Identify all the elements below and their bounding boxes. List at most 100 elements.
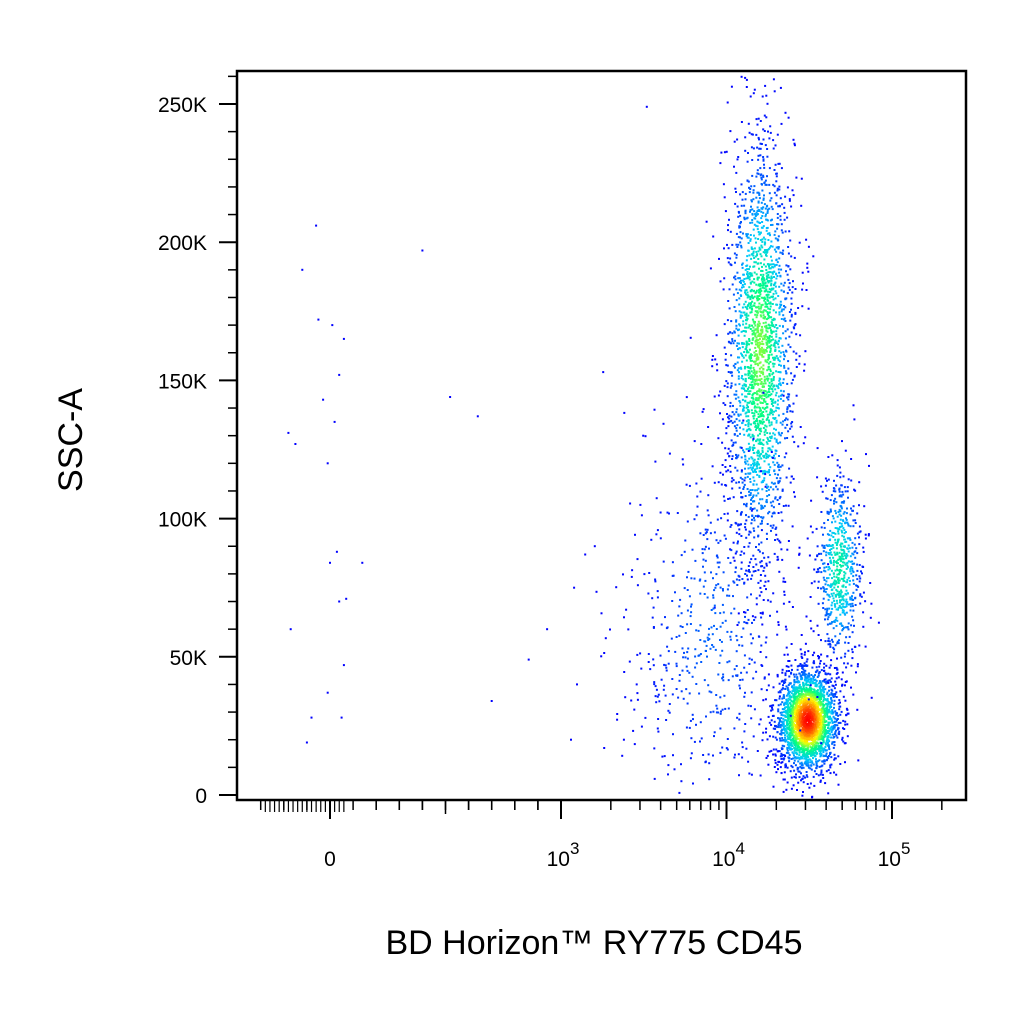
event-dot [755,336,758,339]
event-dot [802,707,805,710]
event-dot [787,707,790,709]
event-dot [812,733,815,736]
event-dot [765,499,768,501]
event-dot [759,343,762,345]
event-dot [738,419,741,422]
event-dot [764,298,767,300]
event-dot [777,371,780,373]
event-dot [724,403,727,406]
event-dot [782,723,785,726]
event-dot [777,339,780,342]
event-dot [762,311,765,314]
event-dot [742,320,745,323]
event-dot [760,397,763,400]
event-dot [761,240,764,243]
event-dot [761,275,764,278]
event-dot [789,346,792,349]
event-dot [787,718,790,721]
event-dot [761,351,764,354]
event-dot [786,328,789,331]
event-dot [715,363,718,366]
event-dot [756,311,759,314]
event-dot [727,224,729,227]
event-dot [763,287,766,290]
event-dot [755,397,758,400]
event-dot [783,702,786,705]
event-dot [811,702,814,705]
event-dot [763,380,766,383]
event-dot [832,693,835,696]
event-dot [760,457,763,460]
event-dot [739,513,742,516]
event-dot [748,186,750,189]
event-dot [822,731,824,734]
event-dot [818,714,821,717]
event-dot [765,218,768,221]
event-dot [768,494,771,496]
event-dot [766,219,769,222]
event-dot [805,697,807,699]
event-dot [756,362,759,365]
event-dot [820,693,823,695]
event-dot [798,751,801,754]
event-dot [788,404,791,407]
event-dot [784,306,787,309]
event-dot [791,734,794,737]
event-dot [812,728,815,731]
event-dot [730,354,733,357]
event-dot [730,320,733,323]
event-dot [744,384,747,386]
event-dot [761,612,764,615]
event-dot [784,320,787,322]
event-dot [732,364,735,367]
event-dot [760,328,763,331]
event-dot [830,710,833,713]
event-dot [784,370,787,373]
event-dot [773,90,776,93]
event-dot [814,754,817,757]
event-dot [748,446,751,449]
event-dot [774,724,776,727]
event-dot [711,355,714,357]
event-dot [803,662,806,665]
event-dot [759,283,762,285]
event-dot [763,163,765,166]
event-dot [814,745,817,748]
event-dot [745,277,748,280]
event-dot [750,498,752,501]
event-dot [787,756,790,759]
event-dot [771,218,773,221]
event-dot [781,708,784,711]
event-dot [779,337,782,340]
event-dot [733,559,736,562]
event-dot [748,355,751,358]
event-dot [788,754,791,756]
event-dot [723,247,725,250]
event-dot [793,724,796,727]
event-dot [740,279,742,282]
event-dot [768,265,770,268]
event-dot [825,673,828,676]
event-dot [735,243,738,246]
event-dot [761,451,764,453]
event-dot [769,432,771,435]
event-dot [764,359,767,362]
event-dot [768,373,771,376]
event-dot [729,230,732,233]
event-dot [786,396,788,399]
event-dot [757,320,760,323]
event-dot [755,603,758,606]
event-dot [751,457,754,460]
event-dot [770,719,773,722]
event-dot [842,578,845,580]
event-dot [791,705,794,708]
event-dot [791,717,794,720]
event-dot [805,681,808,684]
event-dot [809,699,812,702]
event-dot [778,750,781,753]
event-dot [783,729,786,732]
event-dot [800,710,803,713]
event-dot [764,84,767,87]
event-dot [759,307,762,310]
event-dot [755,440,757,443]
